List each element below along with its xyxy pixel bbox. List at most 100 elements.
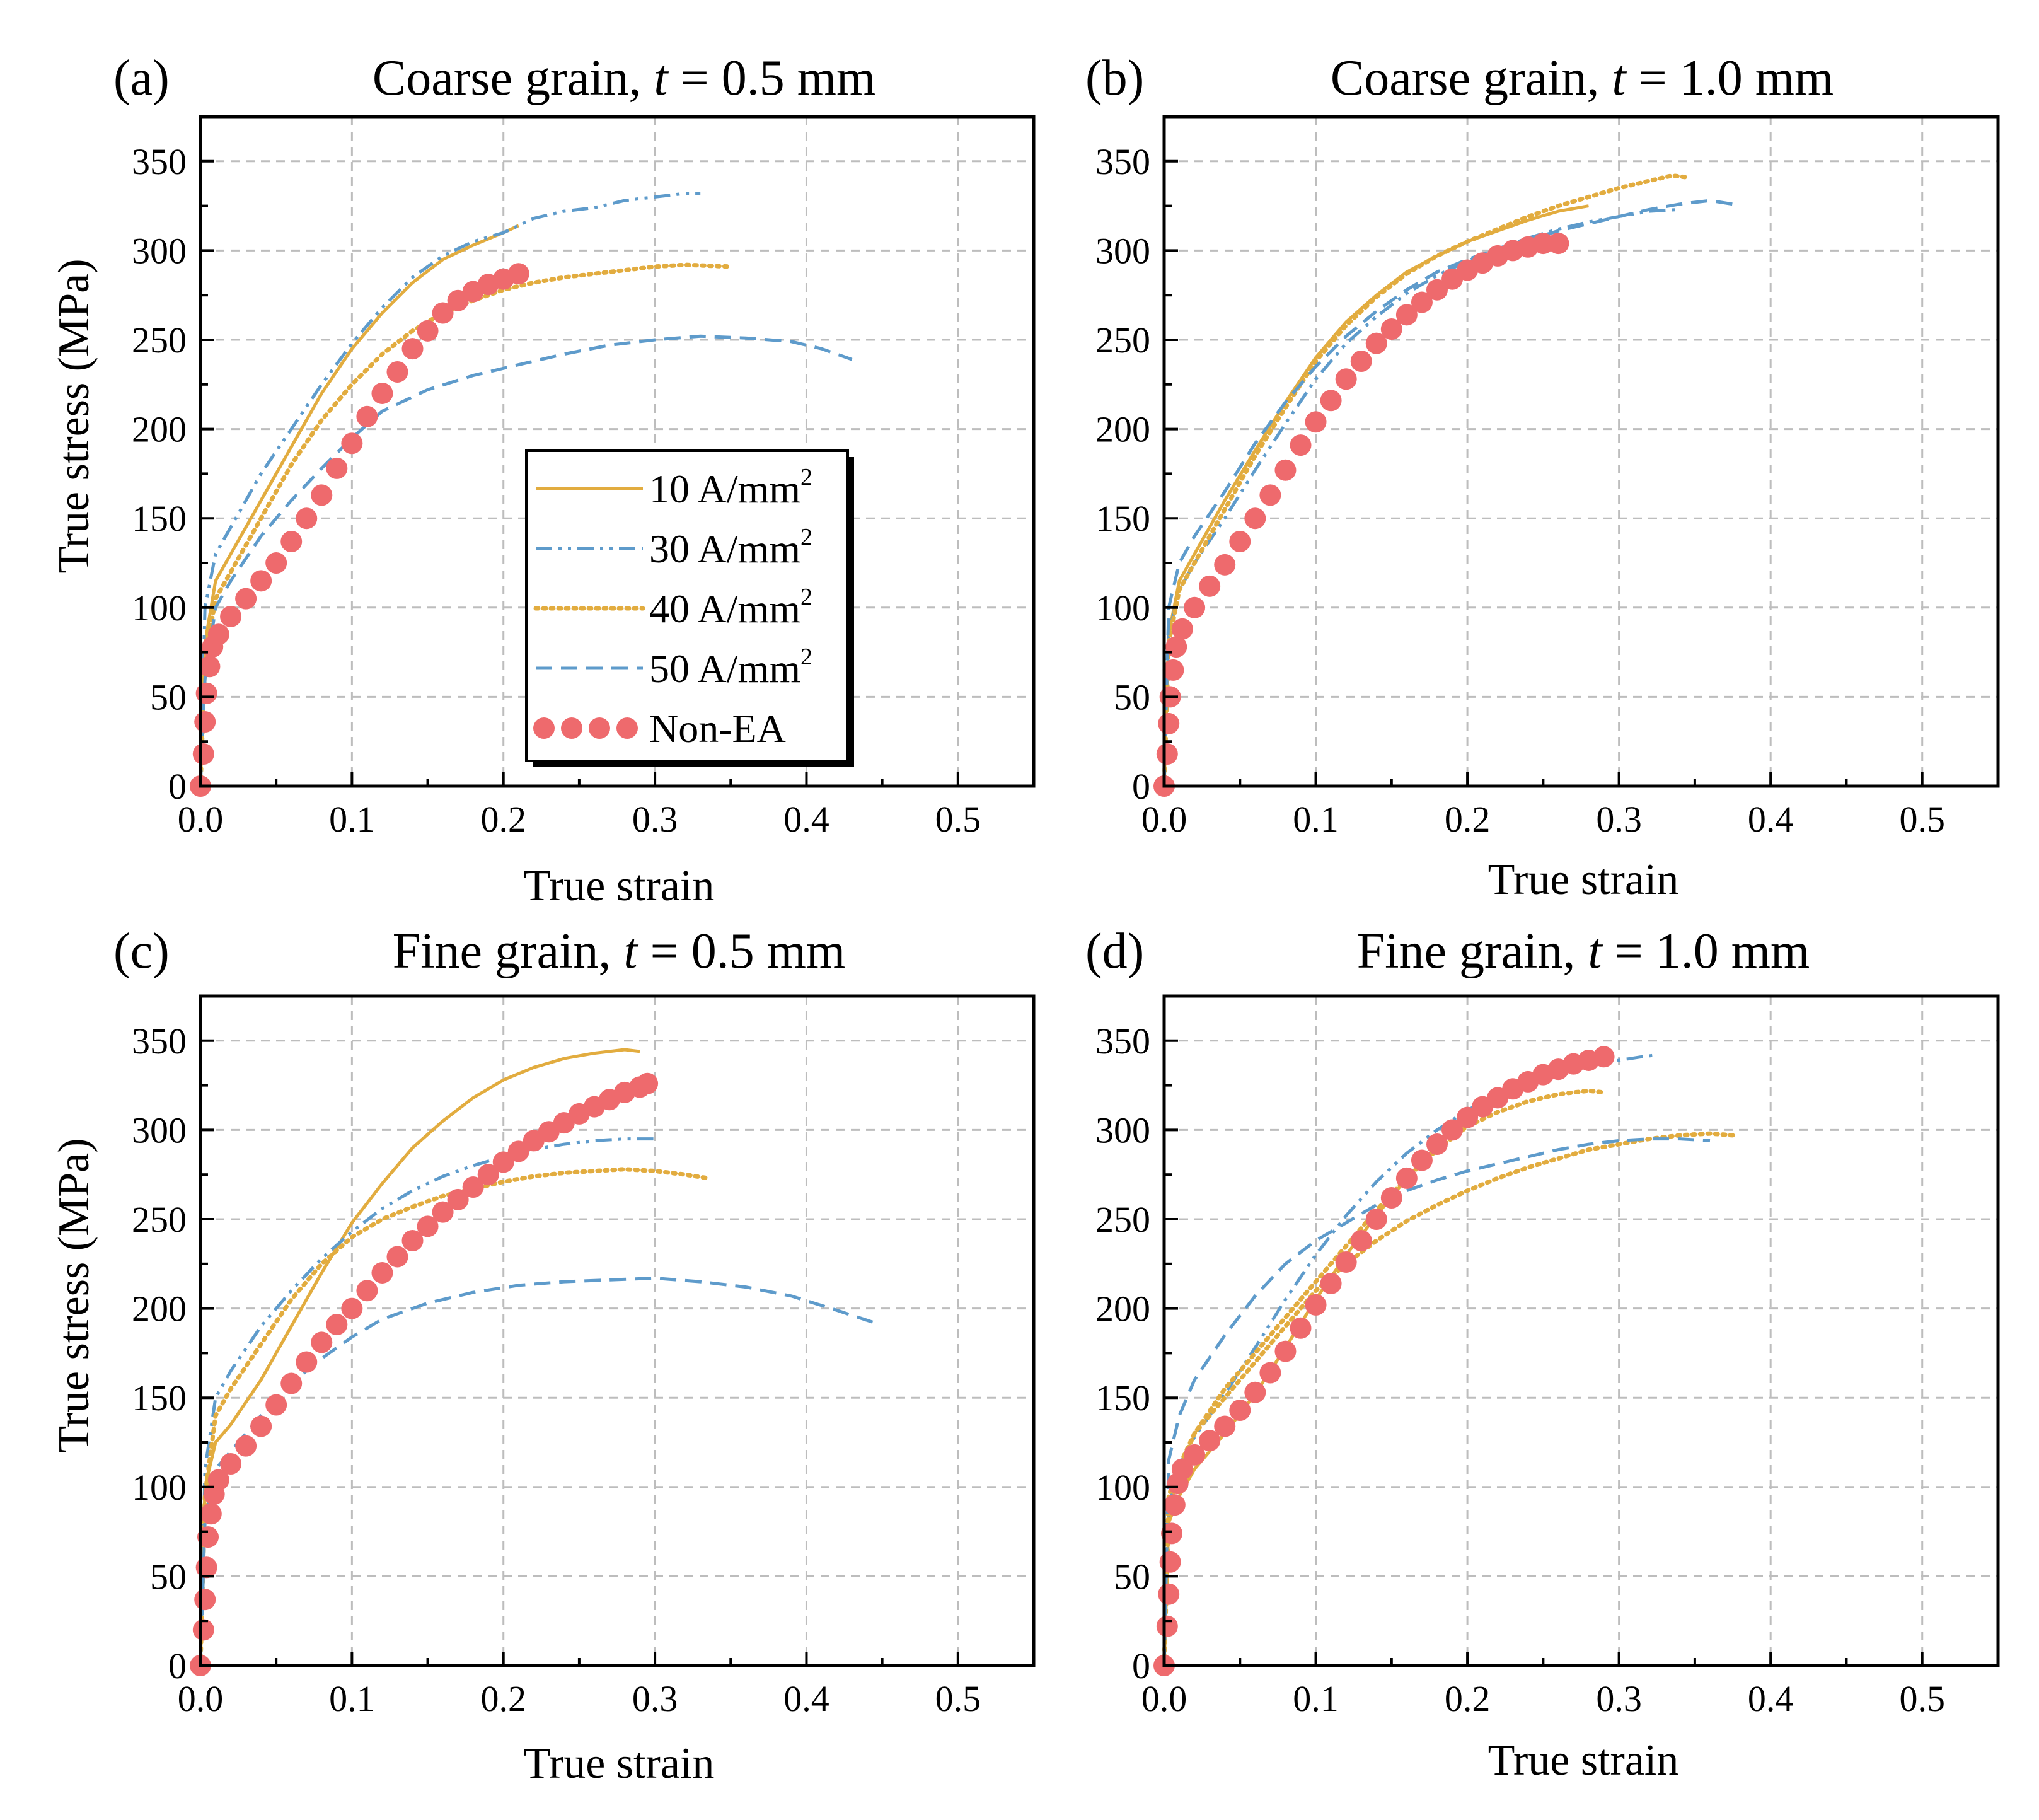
data-point xyxy=(1158,1583,1180,1605)
y-tick-label: 300 xyxy=(1095,1110,1150,1151)
y-tick-label: 200 xyxy=(132,1289,187,1330)
data-point xyxy=(1199,1430,1221,1452)
data-point xyxy=(1244,1381,1266,1403)
legend-marker xyxy=(589,717,610,739)
legend-label: 40 A/mm2 xyxy=(649,584,812,631)
data-point xyxy=(477,1164,499,1186)
data-point xyxy=(1411,291,1433,313)
data-point xyxy=(341,432,363,455)
y-tick-label: 100 xyxy=(1095,588,1150,629)
data-point xyxy=(200,1503,222,1525)
data-point xyxy=(1395,304,1418,326)
data-point xyxy=(1259,1362,1281,1384)
data-point xyxy=(265,552,287,574)
y-tick-label: 350 xyxy=(1095,1021,1150,1062)
panel-c: (c) Fine grain, t = 0.5 mm True strain T… xyxy=(50,924,1036,1788)
plot-frame xyxy=(199,994,1036,1667)
x-tick-label: 0.4 xyxy=(1748,799,1794,840)
y-tick-label: 0 xyxy=(1132,1645,1150,1686)
legend-label: 30 A/mm2 xyxy=(649,524,812,571)
y-tick-label: 100 xyxy=(1095,1467,1150,1508)
data-point xyxy=(250,1415,272,1437)
x-tick-label: 0.3 xyxy=(1596,1678,1642,1719)
x-tick-label: 0.3 xyxy=(1596,799,1642,840)
data-point xyxy=(1229,1400,1251,1422)
y-tick-label: 0 xyxy=(168,1645,187,1686)
y-tick-label: 150 xyxy=(132,498,187,539)
series-line xyxy=(199,192,701,787)
series-line xyxy=(1162,1131,1735,1668)
series-line xyxy=(199,334,853,787)
legend-label-sup: 2 xyxy=(800,644,812,670)
data-point xyxy=(235,1435,257,1457)
data-point xyxy=(386,361,408,383)
x-tick-label: 0.0 xyxy=(178,799,224,840)
panel-title: Coarse grain, t = 1.0 mm xyxy=(1331,50,1834,106)
data-point xyxy=(194,1589,216,1611)
data-point xyxy=(1171,1458,1193,1480)
y-axis-title: True stress (MPa) xyxy=(50,258,98,573)
series-line xyxy=(199,224,519,787)
data-point xyxy=(207,623,229,646)
data-point xyxy=(1532,233,1554,255)
x-tick-label: 0.5 xyxy=(935,799,981,840)
x-tick-label: 0.5 xyxy=(1899,799,1945,840)
data-point xyxy=(1156,743,1178,765)
x-axis-title: True strain xyxy=(524,1739,715,1788)
y-tick-label: 350 xyxy=(132,1021,187,1062)
panel-title: Coarse grain, t = 0.5 mm xyxy=(373,50,875,106)
x-tick-label: 0.4 xyxy=(783,799,829,840)
data-point xyxy=(1380,318,1402,340)
data-point xyxy=(194,711,216,733)
data-point xyxy=(1350,350,1372,372)
series-line xyxy=(199,1277,875,1666)
panel-title: Fine grain, t = 1.0 mm xyxy=(1357,924,1810,979)
y-tick-label: 50 xyxy=(1114,676,1150,717)
panel-letter: (a) xyxy=(113,50,170,106)
data-point xyxy=(1244,507,1266,530)
plot-frame xyxy=(1162,115,2000,788)
data-point xyxy=(326,457,348,479)
y-tick-label: 350 xyxy=(1095,141,1150,182)
data-point xyxy=(507,263,529,285)
data-point xyxy=(1290,434,1312,456)
data-point xyxy=(1164,1494,1186,1516)
x-tick-label: 0.1 xyxy=(329,1678,375,1719)
x-tick-label: 0.0 xyxy=(1141,1678,1187,1719)
y-tick-label: 150 xyxy=(132,1377,187,1418)
data-point xyxy=(1441,1119,1464,1141)
x-tick-label: 0.3 xyxy=(632,799,678,840)
series-line xyxy=(1162,1137,1711,1666)
x-tick-label: 0.4 xyxy=(1748,1678,1794,1719)
legend-box xyxy=(525,449,849,762)
y-tick-label: 150 xyxy=(1095,1377,1150,1418)
y-tick-label: 300 xyxy=(1095,230,1150,271)
data-point xyxy=(1156,1615,1178,1637)
plot-frame xyxy=(1162,994,2000,1667)
data-point xyxy=(417,320,439,342)
y-tick-label: 50 xyxy=(1114,1556,1150,1597)
data-point xyxy=(1274,459,1297,481)
data-point xyxy=(1395,1167,1418,1189)
series-line xyxy=(1162,204,1589,787)
panel-letter: (b) xyxy=(1085,50,1144,106)
data-point xyxy=(1161,1522,1183,1545)
data-point xyxy=(386,1246,408,1268)
data-point xyxy=(507,1140,529,1162)
data-point xyxy=(220,1452,242,1475)
data-point xyxy=(1593,1046,1615,1068)
y-tick-label: 250 xyxy=(132,1199,187,1240)
data-point xyxy=(296,507,318,530)
data-point xyxy=(1214,1415,1236,1437)
series-line xyxy=(1162,207,1680,787)
x-tick-label: 0.1 xyxy=(1293,1678,1339,1719)
y-tick-label: 350 xyxy=(132,141,187,182)
series-line xyxy=(1162,1057,1604,1666)
x-tick-label: 0.3 xyxy=(632,1678,678,1719)
data-point xyxy=(462,1176,484,1198)
y-tick-label: 250 xyxy=(1095,1199,1150,1240)
data-point xyxy=(1335,368,1357,390)
y-tick-label: 0 xyxy=(1132,766,1150,807)
data-point xyxy=(192,1619,214,1641)
